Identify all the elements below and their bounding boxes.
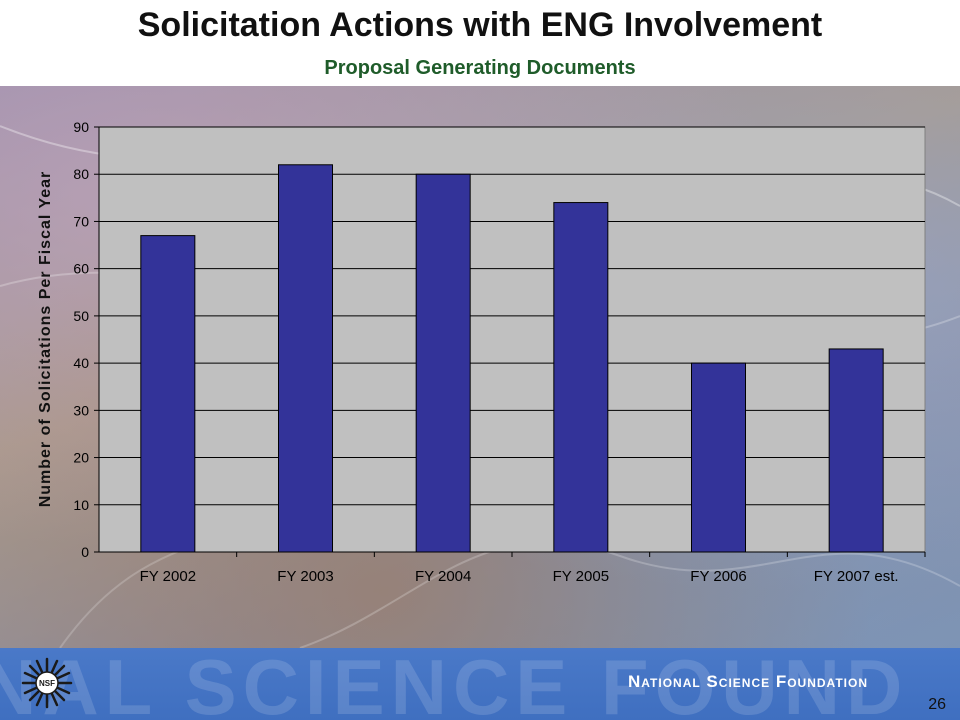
gridlines [99,126,925,506]
x-tick-label: FY 2004 [415,568,471,585]
page-subtitle: Proposal Generating Documents [324,57,636,79]
page-number: 26 [928,696,946,713]
y-tick-label: 90 [73,119,89,135]
x-tick-label: FY 2002 [140,568,196,585]
nsf-logo-text: NSF [39,679,55,688]
bar [278,164,333,553]
page-title: Solicitation Actions with ENG Involvemen… [137,6,823,44]
y-axis-ticks: 0 10 20 30 40 50 60 70 80 90 [73,119,99,560]
footer-banner: NAL SCIENCE FOUND NSF National Science F… [0,648,960,720]
y-axis-label: Number of Solicitations Per Fiscal Year [37,171,54,508]
x-tick-label: FY 2003 [277,568,333,585]
bar [553,202,609,553]
y-tick-label: 30 [73,402,89,418]
plot-area [98,126,926,553]
y-tick-label: 50 [73,308,89,324]
y-tick-label: 80 [73,166,89,182]
bar [415,173,471,553]
bar [828,348,884,553]
bar [691,362,746,553]
y-tick-label: 10 [73,497,89,513]
x-tick-label: FY 2006 [690,568,746,585]
nsf-logo-icon: NSF [21,657,73,709]
x-tick-label: FY 2005 [553,568,609,585]
x-tick-label: FY 2007 est. [814,568,899,585]
bars [140,164,884,553]
organization-name: National Science Foundation [628,672,868,691]
bar [140,235,196,553]
y-tick-label: 0 [81,544,89,560]
footer-watermark: NAL SCIENCE FOUND [0,648,909,720]
x-axis-ticks: FY 2002 FY 2003 FY 2004 FY 2005 FY 2006 FY 20… [140,552,926,585]
y-tick-label: 60 [73,261,89,277]
y-tick-label: 70 [73,213,89,229]
y-tick-label: 40 [73,355,89,371]
y-tick-label: 20 [73,450,89,466]
